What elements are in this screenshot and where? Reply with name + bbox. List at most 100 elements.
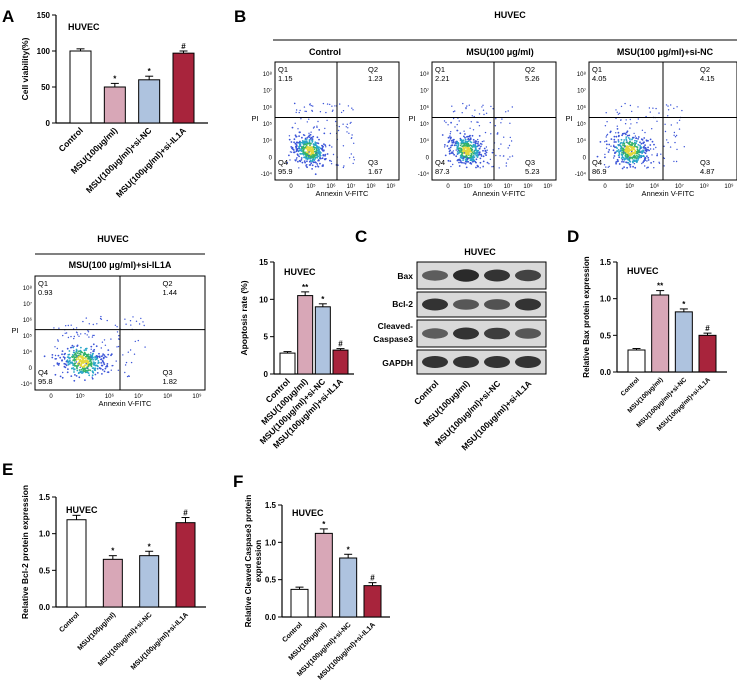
flow-event [470, 121, 472, 123]
quadrant-label: Q4 [435, 158, 445, 167]
quadrant-value-q1: 2.21 [435, 74, 450, 83]
flow-x-label: Annexin V-FITC [473, 189, 527, 198]
flow-event [65, 360, 68, 363]
quadrant-label: Q4 [278, 158, 288, 167]
flow-event [101, 368, 104, 371]
flow-event [620, 105, 623, 108]
blot-band [422, 270, 448, 281]
flow-event [295, 109, 298, 111]
flow-event [463, 152, 466, 154]
flow-event [87, 331, 90, 333]
flow-event [617, 160, 619, 163]
flow-event [445, 121, 447, 124]
flow-event [620, 150, 623, 152]
category-label: MSU(100μg/ml) [77, 611, 118, 652]
flow-event [464, 142, 467, 145]
flow-event [73, 337, 75, 340]
flow-event [84, 333, 86, 335]
flow-event [652, 107, 654, 109]
y-tick-label: 5 [264, 333, 269, 342]
flow-event [605, 112, 607, 114]
flow-event [130, 324, 132, 326]
flow-event [658, 162, 661, 164]
flow-event [329, 103, 331, 106]
flow-event [608, 149, 611, 151]
flow-event [134, 340, 136, 343]
flow-event [82, 366, 85, 368]
flow-event [82, 320, 84, 323]
flow-event [53, 327, 55, 329]
flow-event [471, 145, 474, 148]
flow-event [620, 145, 622, 148]
flow-event [126, 375, 129, 378]
flow-event [481, 106, 483, 108]
flow-event [474, 142, 477, 145]
flow-event [463, 150, 466, 153]
y-axis-label-line: Apoptosis rate (%) [239, 280, 249, 355]
flow-event [317, 160, 319, 162]
flow-event [135, 320, 138, 322]
flow-y-tick: 10⁴ [577, 138, 587, 145]
flow-event [129, 320, 132, 322]
flow-event [663, 165, 665, 167]
flow-event [100, 318, 103, 320]
flow-event [466, 152, 469, 155]
flow-event [453, 144, 456, 147]
flow-event [641, 129, 644, 131]
flow-event [104, 344, 107, 346]
flow-event [78, 363, 80, 365]
flow-event [473, 145, 475, 148]
flow-event [298, 131, 301, 134]
flow-event [293, 102, 296, 105]
flow-event [499, 155, 501, 157]
flow-event [622, 161, 625, 163]
y-tick-label: 0.0 [39, 603, 51, 612]
flow-event [305, 141, 307, 144]
flow-event [643, 158, 646, 161]
flow-event [650, 162, 652, 164]
flow-event [316, 125, 318, 127]
flow-event [122, 354, 124, 356]
bar [297, 295, 314, 375]
flow-event [110, 354, 112, 357]
y-tick-label: 15 [259, 258, 268, 267]
flow-x-tick: 10⁸ [366, 183, 376, 190]
flow-event [469, 162, 472, 165]
flow-event [627, 151, 630, 154]
flow-event [627, 137, 630, 139]
bar [175, 522, 196, 608]
flow-event [624, 123, 627, 125]
flow-event [615, 162, 617, 165]
flow-event [475, 154, 478, 157]
flow-event [495, 118, 497, 120]
bar [674, 311, 693, 373]
flow-event [85, 357, 87, 359]
panel-letter-a: A [2, 7, 14, 26]
flow-event [321, 148, 323, 150]
flow-event [301, 140, 304, 142]
flow-event [116, 331, 119, 333]
flow-event [66, 371, 69, 374]
flow-event [631, 160, 634, 163]
flow-event [68, 360, 71, 363]
quadrant-value-q3: 1.82 [163, 377, 178, 386]
flow-event [348, 132, 350, 134]
flow-event [72, 367, 75, 369]
blot-row-label: Caspase3 [373, 334, 413, 344]
flow-event [64, 332, 66, 334]
flow-event [105, 365, 107, 368]
flow-event [507, 147, 509, 149]
flow-event [621, 158, 624, 161]
flow-y-tick: 10⁶ [263, 104, 273, 111]
flow-event [475, 161, 477, 164]
flow-event [305, 153, 308, 156]
flow-event [472, 144, 475, 147]
flow-event [608, 143, 611, 146]
flow-event [295, 142, 298, 144]
flow-event [304, 110, 306, 113]
flow-event [472, 129, 475, 131]
flow-event [472, 138, 475, 141]
flow-event [142, 321, 144, 323]
flow-event [94, 373, 97, 376]
